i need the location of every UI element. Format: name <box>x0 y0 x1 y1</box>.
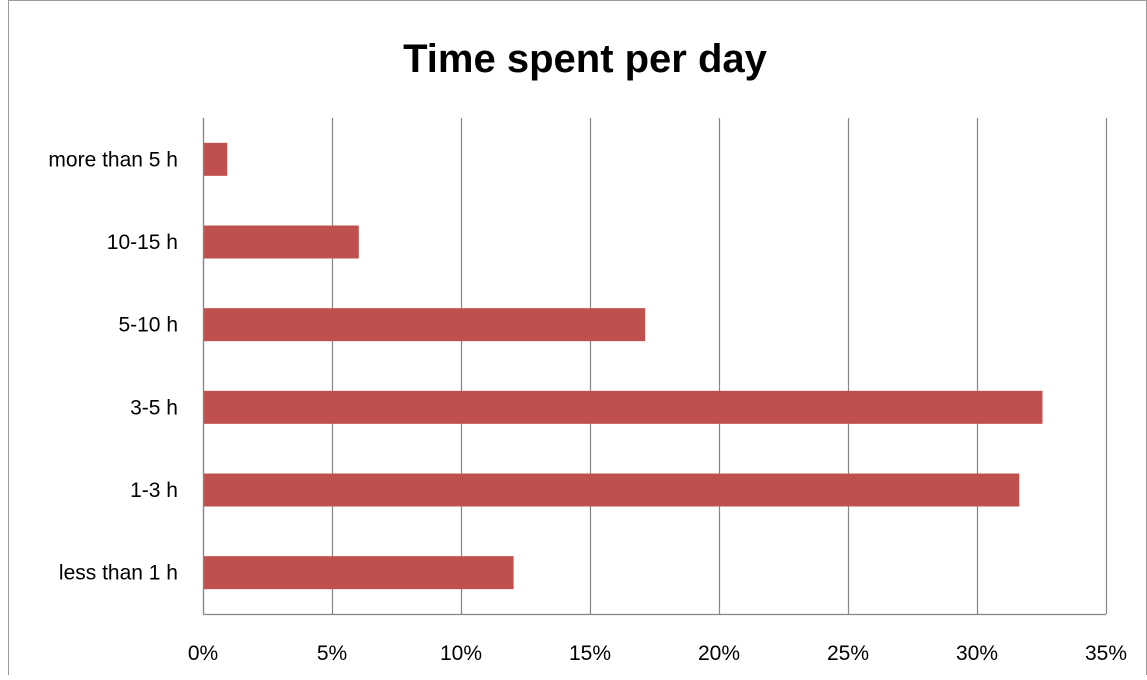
chart-title: Time spent per day <box>403 37 768 81</box>
x-tick-label: 30% <box>956 642 998 665</box>
y-tick-label: 1-3 h <box>130 479 178 502</box>
y-tick-label: 3-5 h <box>130 396 178 419</box>
y-tick-label: more than 5 h <box>48 148 178 171</box>
bar <box>204 390 1043 424</box>
bars <box>204 142 1043 590</box>
x-tick-label: 15% <box>569 642 611 665</box>
x-tick-label: 35% <box>1085 642 1127 665</box>
x-tick-label: 10% <box>440 642 482 665</box>
gridlines <box>202 118 1108 614</box>
x-tick-label: 20% <box>698 642 740 665</box>
y-tick-labels: less than 1 h 1-3 h 3-5 h 5-10 h 10-15 h more… <box>48 148 178 584</box>
bar <box>204 142 228 176</box>
x-tick-labels: 0% 5% 10% 15% 20% 25% 30% 35% <box>188 642 1127 665</box>
bar <box>204 473 1020 507</box>
axes <box>202 118 1106 616</box>
bar <box>204 556 514 590</box>
bar <box>204 225 359 259</box>
x-tick-label: 5% <box>317 642 347 665</box>
y-tick-label: 5-10 h <box>118 314 178 337</box>
x-tick-label: 0% <box>188 642 218 665</box>
bar <box>204 308 646 342</box>
x-tick-label: 25% <box>827 642 869 665</box>
y-tick-label: 10-15 h <box>107 231 178 254</box>
y-tick-label: less than 1 h <box>59 562 178 585</box>
